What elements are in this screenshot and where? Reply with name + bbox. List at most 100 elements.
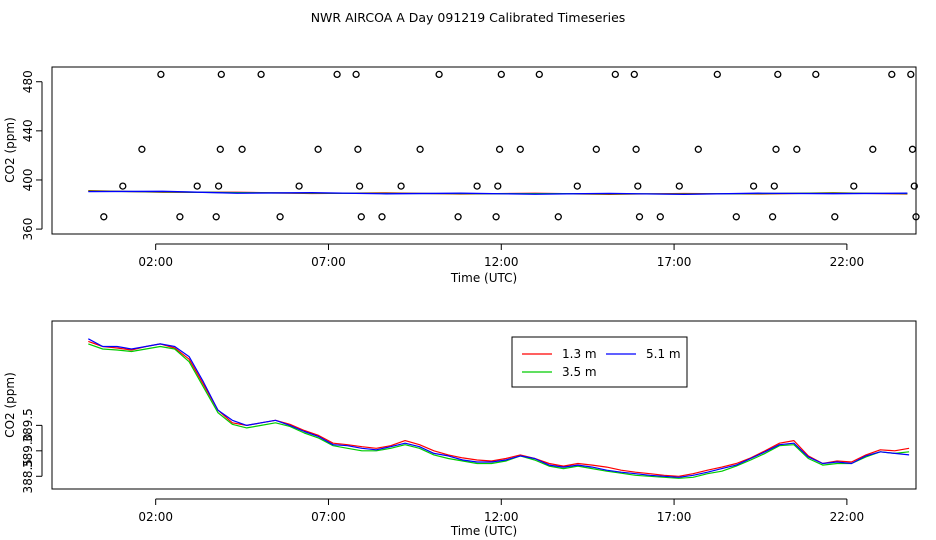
- top-point-10: [238, 145, 246, 153]
- top-point-35: [611, 70, 619, 79]
- top-point-43: [713, 70, 721, 79]
- top-point-41: [675, 182, 683, 190]
- top-point-58: [910, 182, 918, 190]
- top-x-tick-label-17-00: 17:00: [657, 255, 692, 269]
- top-point-24: [454, 213, 462, 221]
- top-y-tick-label-440: 440: [21, 119, 35, 142]
- legend-label-1-3m: 1.3 m: [562, 347, 597, 361]
- series-line-5-1-m: [88, 338, 910, 478]
- top-point-38: [634, 182, 642, 190]
- top-point-18: [355, 182, 364, 190]
- series-line-3-5-m: [88, 343, 910, 479]
- top-point-34: [592, 145, 600, 153]
- top-point-32: [554, 213, 562, 221]
- top-point-15: [333, 70, 341, 79]
- top-point-29: [497, 70, 505, 79]
- top-point-48: [772, 145, 780, 153]
- top-point-37: [632, 145, 640, 153]
- top-plot-frame: [51, 66, 917, 235]
- legend-label-5-1m: 5.1 m: [646, 347, 681, 361]
- bottom-y-tick-label-388-5: 388.5: [21, 459, 35, 493]
- top-y-axis-label: CO2 (ppm): [3, 117, 17, 183]
- top-point-50: [793, 145, 801, 153]
- top-point-36: [630, 70, 638, 79]
- top-point-31: [535, 70, 543, 79]
- top-point-11: [257, 70, 265, 79]
- top-point-54: [869, 145, 877, 153]
- top-x-tick-label-02-00: 02:00: [138, 255, 173, 269]
- bottom-plot-frame: [51, 320, 917, 490]
- top-point-22: [416, 145, 424, 153]
- top-scatter-points: [100, 70, 920, 221]
- bottom-y-axis-label: CO2 (ppm): [3, 372, 17, 438]
- bottom-x-tick-label-07-00: 07:00: [311, 510, 346, 524]
- top-point-56: [907, 70, 915, 79]
- top-point-8: [216, 145, 224, 153]
- top-point-44: [732, 213, 740, 221]
- top-point-14: [314, 145, 322, 153]
- bottom-y-tick-label-389-0: 389.0: [21, 434, 35, 468]
- top-point-53: [850, 182, 858, 190]
- top-x-axis-label: Time (UTC): [450, 271, 517, 285]
- top-y-tick-label-480: 480: [21, 70, 35, 93]
- top-point-12: [276, 213, 284, 221]
- top-point-52: [831, 213, 839, 221]
- top-y-axis: 360 400 440 480: [21, 70, 43, 241]
- top-point-9: [217, 70, 225, 79]
- bottom-x-tick-label-12-00: 12:00: [484, 510, 519, 524]
- top-point-49: [774, 70, 782, 79]
- top-point-20: [378, 213, 386, 221]
- bottom-series-lines: [88, 338, 910, 479]
- top-point-45: [749, 182, 758, 190]
- top-point-2: [138, 145, 146, 153]
- bottom-x-tick-label-02-00: 02:00: [138, 510, 173, 524]
- top-x-tick-label-12-00: 12:00: [484, 255, 519, 269]
- top-baseline-lines: [88, 190, 908, 196]
- top-baseline-5-1-m: [88, 190, 908, 196]
- series-line-1-3-m: [88, 340, 910, 477]
- top-x-axis: 02:00 07:00 12:00 17:00 22:00: [138, 243, 865, 269]
- legend-box: [511, 336, 688, 388]
- top-point-16: [352, 70, 360, 79]
- top-point-26: [492, 213, 500, 221]
- bottom-x-tick-label-17-00: 17:00: [657, 510, 692, 524]
- bottom-x-axis: 02:00 07:00 12:00 17:00 22:00: [138, 498, 865, 524]
- top-x-tick-label-07-00: 07:00: [311, 255, 346, 269]
- top-point-46: [768, 213, 777, 221]
- top-point-19: [357, 213, 365, 221]
- top-point-55: [888, 70, 896, 79]
- top-point-13: [295, 182, 303, 190]
- top-y-tick-label-400: 400: [21, 169, 35, 192]
- top-point-33: [573, 182, 581, 190]
- top-point-59: [912, 213, 920, 221]
- top-panel: 360 400 440 480 02:00 07:00 12:00 17:00 22:00 T…: [3, 66, 920, 285]
- top-point-51: [812, 70, 820, 79]
- top-point-1: [119, 182, 127, 190]
- top-point-27: [494, 182, 502, 190]
- top-point-42: [694, 145, 702, 153]
- chart-title: NWR AIRCOA A Day 091219 Calibrated Times…: [311, 10, 626, 25]
- top-point-47: [770, 182, 778, 190]
- top-point-57: [908, 145, 917, 153]
- top-point-6: [212, 213, 220, 221]
- top-point-40: [656, 213, 664, 221]
- top-point-7: [214, 182, 223, 190]
- top-point-23: [435, 70, 443, 79]
- top-point-4: [176, 213, 184, 221]
- bottom-x-axis-label: Time (UTC): [450, 524, 517, 538]
- bottom-x-tick-label-22-00: 22:00: [830, 510, 865, 524]
- top-y-tick-label-360: 360: [21, 218, 35, 241]
- top-point-3: [157, 70, 165, 79]
- legend-label-3-5m: 3.5 m: [562, 365, 597, 379]
- top-point-39: [635, 213, 644, 221]
- top-point-0: [100, 213, 108, 221]
- top-point-21: [397, 182, 405, 190]
- top-point-17: [354, 145, 362, 153]
- top-x-tick-label-22-00: 22:00: [830, 255, 865, 269]
- top-point-30: [516, 145, 524, 153]
- legend: 1.3 m 5.1 m 3.5 m: [511, 336, 688, 388]
- top-point-25: [473, 182, 481, 190]
